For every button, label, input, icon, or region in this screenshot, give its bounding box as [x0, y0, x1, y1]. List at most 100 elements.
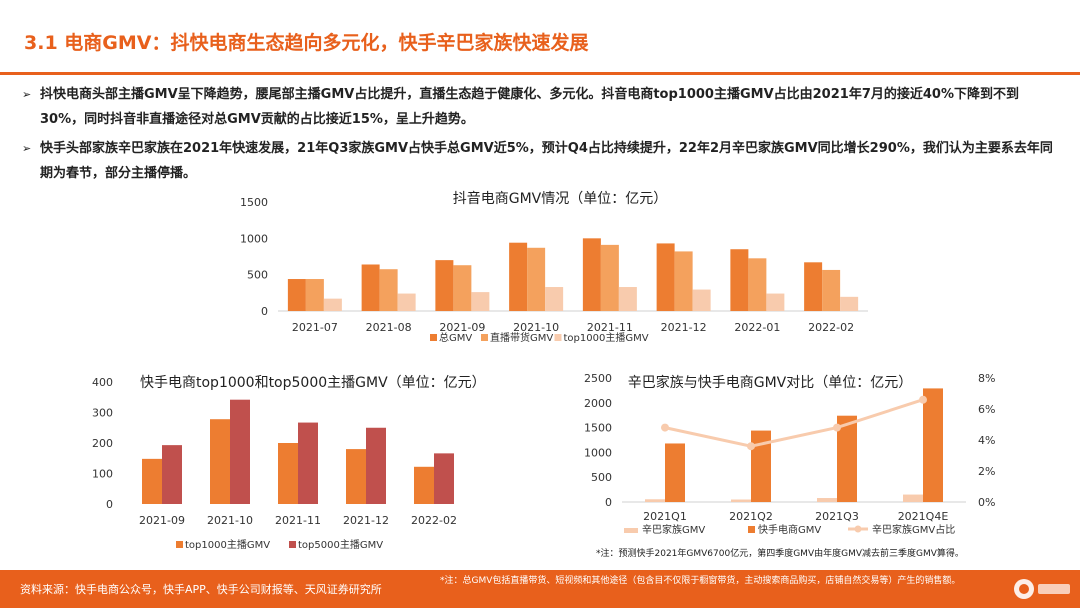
- arrow-icon: ➢: [22, 142, 32, 155]
- chart3-y2tick: 0%: [978, 496, 995, 509]
- chart3-legend-swatch: [624, 528, 638, 533]
- chart1-xtick: 2022-02: [808, 321, 854, 334]
- bullet-item: ➢ 快手头部家族辛巴家族在2021年快速发展，21年Q3家族GMV占快手总GMV…: [22, 136, 1062, 186]
- chart1-xtick: 2021-11: [587, 321, 633, 334]
- chart3-ytick: 2500: [584, 372, 612, 385]
- chart1-bar: [361, 264, 380, 311]
- chart2-ytick: 0: [106, 498, 113, 511]
- chart2-ytick: 300: [92, 407, 113, 420]
- chart3-ytick: 1000: [584, 446, 612, 459]
- chart1-bar: [730, 249, 749, 311]
- chart3-legend-label: 辛巴家族GMV: [642, 523, 705, 536]
- chart2-xtick: 2021-09: [139, 514, 185, 527]
- chart2-xtick: 2022-02: [411, 514, 457, 527]
- chart1-bar: [509, 242, 528, 311]
- chart3-y2tick: 6%: [978, 403, 995, 416]
- chart2-legend-swatch: [176, 541, 183, 548]
- chart1-ytick: 1500: [240, 196, 268, 209]
- chart1-bar: [618, 287, 637, 311]
- chart1-bar: [397, 293, 416, 311]
- chart2-bar: [298, 422, 318, 504]
- chart3-y2tick: 8%: [978, 372, 995, 385]
- chart1-xtick: 2021-12: [661, 321, 707, 334]
- logo-icon: [1014, 579, 1070, 599]
- chart1-bar: [435, 260, 454, 311]
- chart2-bar: [434, 453, 454, 504]
- chart1-xtick: 2021-09: [439, 321, 485, 334]
- chart1-bar: [582, 238, 601, 311]
- chart1-ytick: 0: [261, 305, 268, 318]
- chart1-xtick: 2021-08: [366, 321, 412, 334]
- chart1-bar: [453, 265, 472, 311]
- chart2-xtick: 2021-11: [275, 514, 321, 527]
- header: 3.1 电商GMV：抖快电商生态趋向多元化，快手辛巴家族快速发展: [0, 0, 1080, 78]
- chart3-bar: [665, 443, 685, 502]
- page-title: 3.1 电商GMV：抖快电商生态趋向多元化，快手辛巴家族快速发展: [24, 32, 589, 54]
- footer: 资料来源：快手电商公众号，快手APP、快手公司财报等、天风证券研究所 *注：总G…: [0, 570, 1080, 608]
- bullet-list: ➢ 抖快电商头部主播GMV呈下降趋势，腰尾部主播GMV占比提升，直播生态趋于健康…: [22, 82, 1062, 190]
- chart2-bar: [366, 427, 386, 504]
- chart1-bar: [692, 289, 711, 311]
- chart3-point: [919, 395, 927, 404]
- chart3-bar: [645, 499, 665, 502]
- chart1-bar: [305, 279, 324, 311]
- chart3-xtick: 2021Q4E: [898, 510, 949, 523]
- chart1-bar: [600, 244, 619, 311]
- chart3-point: [833, 423, 841, 432]
- chart3-ytick: 1500: [584, 422, 612, 435]
- chart3-y2tick: 4%: [978, 434, 995, 447]
- chart1-bar: [545, 287, 564, 311]
- footer-note: *注：总GMV包括直播带货、短视频和其他途径（包含目不仅限于橱窗带货，主动搜索商…: [440, 576, 961, 586]
- chart3-bar: [751, 430, 771, 502]
- chart3-bar: [923, 388, 943, 502]
- chart1-legend-label: top1000主播GMV: [564, 331, 649, 344]
- chart1-bar: [287, 279, 306, 311]
- chart1-ytick: 500: [247, 269, 268, 282]
- chart2-ytick: 200: [92, 437, 113, 450]
- chart1-legend-swatch: [554, 334, 562, 341]
- chart3-y2tick: 2%: [978, 465, 995, 478]
- chart3-line: [664, 398, 924, 448]
- chart3-legend-label: 快手电商GMV: [758, 523, 821, 536]
- chart2-ytick: 100: [92, 468, 113, 481]
- chart3-bar: [817, 498, 837, 502]
- chart3-ytick: 500: [591, 471, 612, 484]
- chart1-bar: [804, 262, 823, 311]
- chart3-xtick: 2021Q3: [815, 510, 859, 523]
- chart1-bar: [840, 296, 859, 311]
- chart1-legend-label: 直播带货GMV: [490, 331, 553, 344]
- chart1-bar: [527, 247, 546, 311]
- chart3-point: [747, 442, 755, 451]
- chart2-legend-swatch: [289, 541, 296, 548]
- chart1-legend-label: 总GMV: [439, 331, 472, 344]
- chart2-bar: [230, 399, 250, 504]
- chart2-legend-label: top5000主播GMV: [298, 538, 383, 551]
- chart1-bar: [674, 251, 693, 311]
- chart3-point: [661, 423, 669, 432]
- chart2-legend-label: top1000主播GMV: [185, 538, 270, 551]
- chart1-legend-swatch: [481, 334, 488, 341]
- chart2-xtick: 2021-10: [207, 514, 253, 527]
- chart1-xtick: 2021-10: [513, 321, 559, 334]
- chart3-ytick: 2000: [584, 397, 612, 410]
- chart1-bar: [766, 293, 785, 311]
- chart1-bar: [323, 298, 342, 311]
- chart3-xtick: 2021Q2: [729, 510, 773, 523]
- chart3-bar: [837, 415, 857, 502]
- arrow-icon: ➢: [22, 88, 32, 101]
- chart2-bar: [210, 419, 230, 504]
- bullet-text: 快手头部家族辛巴家族在2021年快速发展，21年Q3家族GMV占快手总GMV近5…: [40, 141, 1053, 181]
- footer-source: 资料来源：快手电商公众号，快手APP、快手公司财报等、天风证券研究所: [20, 583, 382, 596]
- chart3-legend-swatch: [854, 525, 862, 533]
- chart2-bar: [162, 445, 182, 504]
- chart2-bar: [414, 466, 434, 504]
- chart1-bar: [656, 243, 675, 311]
- chart1-bar: [379, 269, 398, 311]
- chart1-xtick: 2022-01: [734, 321, 780, 334]
- bullet-item: ➢ 抖快电商头部主播GMV呈下降趋势，腰尾部主播GMV占比提升，直播生态趋于健康…: [22, 82, 1062, 132]
- title-divider: [0, 72, 1080, 75]
- chart1-legend-swatch: [430, 334, 437, 341]
- chart1-bar: [822, 269, 841, 311]
- chart2-bar: [346, 449, 366, 504]
- chart2-title: 快手电商top1000和top5000主播GMV（单位：亿元）: [140, 375, 486, 391]
